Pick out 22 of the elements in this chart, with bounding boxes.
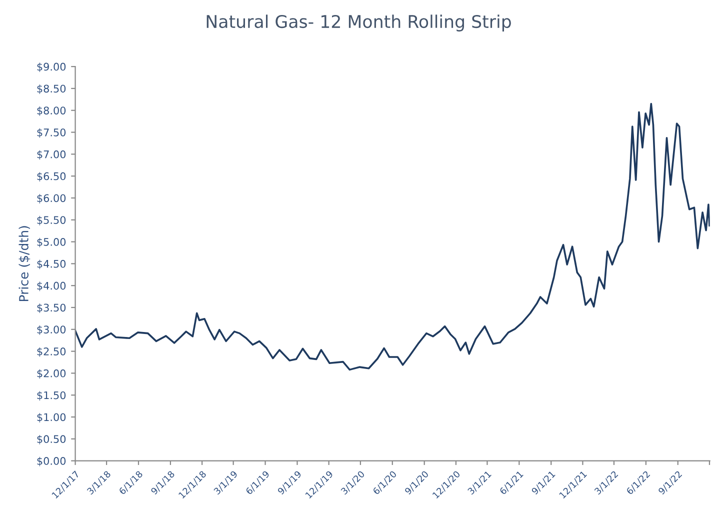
y-tick-label: $8.00 xyxy=(37,106,66,116)
y-tick-label: $5.00 xyxy=(37,238,66,248)
y-tick-label: $1.00 xyxy=(37,413,66,422)
y-tick-label: $0.00 xyxy=(37,456,66,466)
y-tick-label: $1.50 xyxy=(37,391,66,401)
y-tick-label: $7.50 xyxy=(37,128,66,138)
y-tick-label: $2.00 xyxy=(37,369,66,379)
y-tick-label: $7.00 xyxy=(37,150,66,160)
y-tick-label: $4.50 xyxy=(37,260,66,270)
y-tick-label: $6.50 xyxy=(37,172,66,182)
y-tick-label: $8.50 xyxy=(37,84,66,94)
y-tick-label: $2.50 xyxy=(37,347,66,357)
y-tick-label: $6.00 xyxy=(37,194,66,204)
y-tick-label: $3.00 xyxy=(37,325,66,335)
y-axis-title: Price ($/dth) xyxy=(18,226,30,302)
y-tick-label: $3.50 xyxy=(37,304,66,313)
y-tick-label: $0.50 xyxy=(37,434,66,444)
y-tick-label: $5.50 xyxy=(37,216,66,226)
y-tick-label: $4.00 xyxy=(37,282,66,292)
line-series xyxy=(75,102,710,371)
y-tick-label: $9.00 xyxy=(37,62,66,72)
chart-title: Natural Gas- 12 Month Rolling Strip xyxy=(206,14,511,32)
